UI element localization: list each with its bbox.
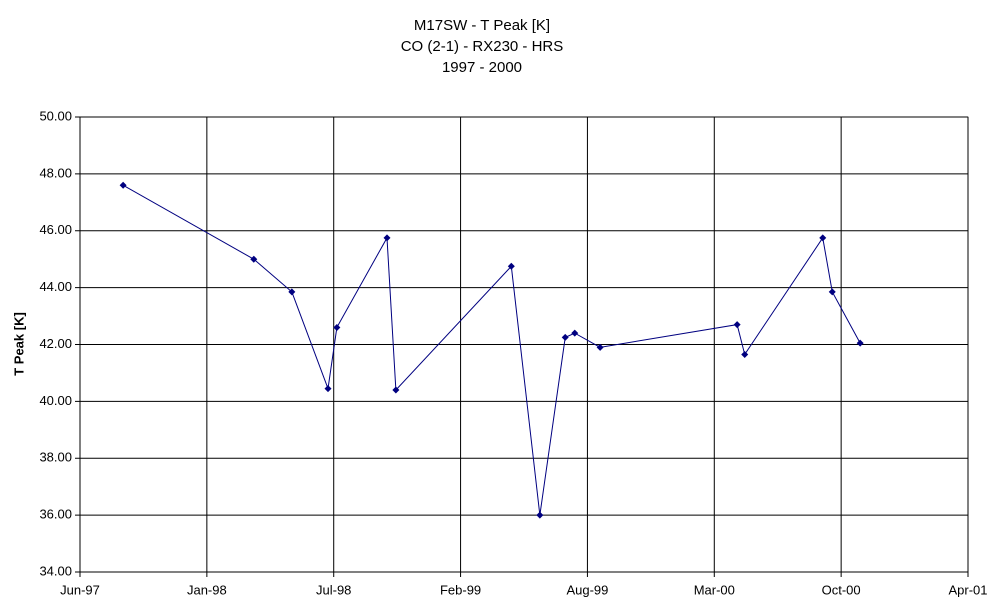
y-tick-label: 36.00 bbox=[39, 507, 72, 522]
data-point bbox=[856, 339, 864, 347]
x-tick-label: Mar-00 bbox=[694, 582, 735, 597]
x-tick-label: Oct-00 bbox=[822, 582, 861, 597]
chart-title: CO (2-1) - RX230 - HRS bbox=[401, 38, 564, 55]
data-point bbox=[324, 385, 332, 393]
x-tick-label: Jan-98 bbox=[187, 582, 227, 597]
x-tick-label: Jul-98 bbox=[316, 582, 351, 597]
data-point bbox=[733, 321, 741, 329]
y-tick-label: 44.00 bbox=[39, 279, 72, 294]
x-tick-label: Apr-01 bbox=[948, 582, 987, 597]
data-point bbox=[561, 333, 569, 341]
y-tick-label: 42.00 bbox=[39, 336, 72, 351]
data-point bbox=[536, 511, 544, 519]
y-tick-label: 38.00 bbox=[39, 450, 72, 465]
data-point bbox=[571, 329, 579, 337]
y-tick-label: 50.00 bbox=[39, 108, 72, 123]
data-point bbox=[383, 234, 391, 242]
data-point bbox=[819, 234, 827, 242]
y-tick-label: 46.00 bbox=[39, 222, 72, 237]
data-point bbox=[392, 386, 400, 394]
x-tick-label: Jun-97 bbox=[60, 582, 100, 597]
data-point bbox=[828, 288, 836, 296]
data-point bbox=[119, 181, 127, 189]
y-axis-label: T Peak [K] bbox=[11, 312, 26, 376]
data-point bbox=[741, 350, 749, 358]
chart-title: 1997 - 2000 bbox=[442, 59, 522, 76]
y-tick-label: 48.00 bbox=[39, 165, 72, 180]
data-point bbox=[507, 262, 515, 270]
data-point bbox=[250, 255, 258, 263]
data-point bbox=[596, 343, 604, 351]
chart-title: M17SW - T Peak [K] bbox=[414, 17, 550, 34]
x-tick-label: Aug-99 bbox=[566, 582, 608, 597]
y-tick-label: 40.00 bbox=[39, 393, 72, 408]
data-point bbox=[333, 323, 341, 331]
data-point bbox=[288, 288, 296, 296]
x-tick-label: Feb-99 bbox=[440, 582, 481, 597]
y-tick-label: 34.00 bbox=[39, 563, 72, 578]
